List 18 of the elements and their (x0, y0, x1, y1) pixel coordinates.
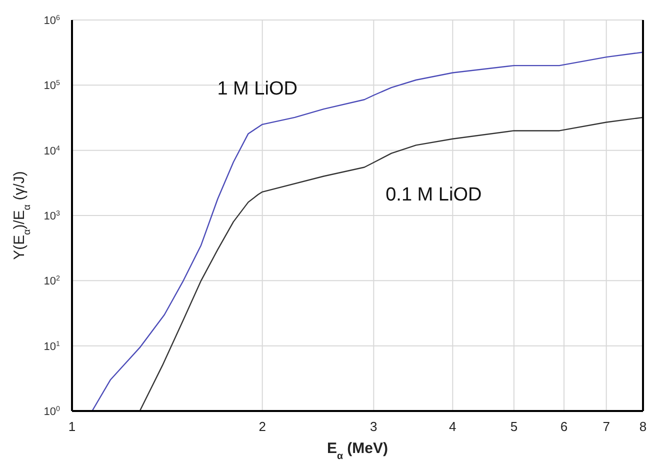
x-tick-label: 1 (68, 419, 76, 434)
y-tick-label: 10$^{3}$ (44, 210, 60, 222)
series-label: 0.1 M LiOD (386, 184, 482, 206)
y-tick-label: 10$^{6}$ (44, 14, 60, 27)
x-tick-label: 6 (560, 419, 568, 434)
x-axis-title: E$_{α}$ (MeV) (326, 440, 388, 462)
y-tick-label: 10$^{4}$ (44, 144, 60, 158)
y-tick-label: 10$^{1}$ (44, 340, 60, 353)
y-tick-label: 10$^{5}$ (44, 79, 60, 92)
series-label: 1 M LiOD (217, 78, 298, 100)
x-tick-label: 3 (370, 419, 378, 434)
y-tick-label: 10$^{2}$ (44, 274, 60, 288)
x-tick-label: 5 (510, 419, 518, 434)
x-tick-label: 7 (602, 419, 610, 434)
x-tick-label: 2 (258, 419, 266, 434)
y-tick-label: 10$^{0}$ (44, 405, 60, 418)
x-tick-label: 8 (639, 419, 647, 434)
x-tick-label: 4 (449, 419, 456, 434)
